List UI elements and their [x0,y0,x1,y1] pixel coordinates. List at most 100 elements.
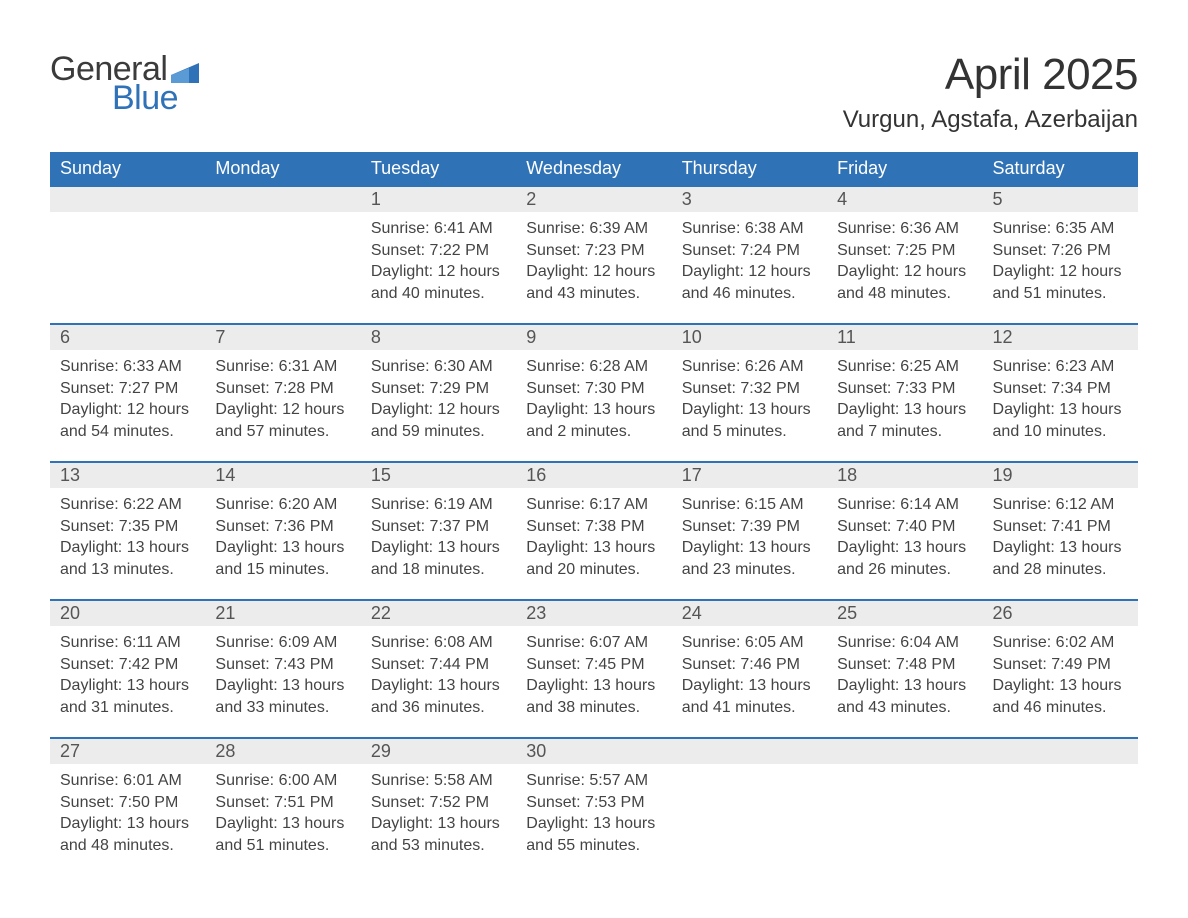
sunrise-text: Sunrise: 6:19 AM [371,494,506,516]
empty-cell [827,764,982,876]
daylight-text: Daylight: 13 hours and 13 minutes. [60,537,195,580]
day-cell: Sunrise: 6:30 AMSunset: 7:29 PMDaylight:… [361,350,516,462]
sunset-text: Sunset: 7:49 PM [993,654,1128,676]
sunrise-text: Sunrise: 6:26 AM [682,356,817,378]
day-number: 12 [983,324,1138,350]
sunset-text: Sunset: 7:39 PM [682,516,817,538]
week-content-row: Sunrise: 6:11 AMSunset: 7:42 PMDaylight:… [50,626,1138,738]
sunrise-text: Sunrise: 6:28 AM [526,356,661,378]
empty-cell [205,212,360,324]
day-cell: Sunrise: 5:57 AMSunset: 7:53 PMDaylight:… [516,764,671,876]
sunset-text: Sunset: 7:43 PM [215,654,350,676]
day-cell: Sunrise: 6:07 AMSunset: 7:45 PMDaylight:… [516,626,671,738]
sunrise-text: Sunrise: 6:09 AM [215,632,350,654]
day-cell: Sunrise: 6:09 AMSunset: 7:43 PMDaylight:… [205,626,360,738]
sunrise-text: Sunrise: 6:00 AM [215,770,350,792]
daylight-text: Daylight: 13 hours and 28 minutes. [993,537,1128,580]
sunrise-text: Sunrise: 6:22 AM [60,494,195,516]
daylight-text: Daylight: 13 hours and 33 minutes. [215,675,350,718]
sunset-text: Sunset: 7:50 PM [60,792,195,814]
daylight-text: Daylight: 13 hours and 26 minutes. [837,537,972,580]
day-cell: Sunrise: 6:22 AMSunset: 7:35 PMDaylight:… [50,488,205,600]
day-cell: Sunrise: 6:35 AMSunset: 7:26 PMDaylight:… [983,212,1138,324]
day-cell: Sunrise: 6:12 AMSunset: 7:41 PMDaylight:… [983,488,1138,600]
day-number: 7 [205,324,360,350]
month-title: April 2025 [843,50,1138,100]
sunrise-text: Sunrise: 6:12 AM [993,494,1128,516]
daylight-text: Daylight: 13 hours and 10 minutes. [993,399,1128,442]
daylight-text: Daylight: 12 hours and 57 minutes. [215,399,350,442]
sunrise-text: Sunrise: 6:15 AM [682,494,817,516]
sunrise-text: Sunrise: 6:07 AM [526,632,661,654]
day-cell: Sunrise: 6:04 AMSunset: 7:48 PMDaylight:… [827,626,982,738]
daylight-text: Daylight: 13 hours and 48 minutes. [60,813,195,856]
daylight-text: Daylight: 13 hours and 18 minutes. [371,537,506,580]
sunset-text: Sunset: 7:40 PM [837,516,972,538]
day-cell: Sunrise: 6:15 AMSunset: 7:39 PMDaylight:… [672,488,827,600]
day-cell: Sunrise: 6:14 AMSunset: 7:40 PMDaylight:… [827,488,982,600]
sunset-text: Sunset: 7:29 PM [371,378,506,400]
sunset-text: Sunset: 7:26 PM [993,240,1128,262]
day-number: 8 [361,324,516,350]
weekday-header: Thursday [672,152,827,186]
sunrise-text: Sunrise: 6:17 AM [526,494,661,516]
daylight-text: Daylight: 13 hours and 36 minutes. [371,675,506,718]
day-number: 30 [516,738,671,764]
day-number: 15 [361,462,516,488]
daylight-text: Daylight: 13 hours and 55 minutes. [526,813,661,856]
sunset-text: Sunset: 7:36 PM [215,516,350,538]
sunrise-text: Sunrise: 6:02 AM [993,632,1128,654]
sunset-text: Sunset: 7:30 PM [526,378,661,400]
day-cell: Sunrise: 6:08 AMSunset: 7:44 PMDaylight:… [361,626,516,738]
day-cell: Sunrise: 6:31 AMSunset: 7:28 PMDaylight:… [205,350,360,462]
week-daynum-row: 6789101112 [50,324,1138,350]
day-number: 28 [205,738,360,764]
sunset-text: Sunset: 7:22 PM [371,240,506,262]
sunset-text: Sunset: 7:25 PM [837,240,972,262]
location-subtitle: Vurgun, Agstafa, Azerbaijan [843,106,1138,134]
day-number: 24 [672,600,827,626]
day-cell: Sunrise: 6:01 AMSunset: 7:50 PMDaylight:… [50,764,205,876]
empty-cell [50,186,205,212]
day-cell: Sunrise: 6:17 AMSunset: 7:38 PMDaylight:… [516,488,671,600]
daylight-text: Daylight: 12 hours and 40 minutes. [371,261,506,304]
sunrise-text: Sunrise: 5:57 AM [526,770,661,792]
sunrise-text: Sunrise: 6:35 AM [993,218,1128,240]
sunset-text: Sunset: 7:23 PM [526,240,661,262]
day-number: 29 [361,738,516,764]
day-cell: Sunrise: 6:28 AMSunset: 7:30 PMDaylight:… [516,350,671,462]
weekday-header-row: Sunday Monday Tuesday Wednesday Thursday… [50,152,1138,186]
sunset-text: Sunset: 7:38 PM [526,516,661,538]
day-number: 5 [983,186,1138,212]
day-cell: Sunrise: 6:36 AMSunset: 7:25 PMDaylight:… [827,212,982,324]
sunset-text: Sunset: 7:53 PM [526,792,661,814]
weekday-header: Wednesday [516,152,671,186]
day-number: 20 [50,600,205,626]
week-daynum-row: 13141516171819 [50,462,1138,488]
day-number: 16 [516,462,671,488]
day-number: 1 [361,186,516,212]
daylight-text: Daylight: 13 hours and 5 minutes. [682,399,817,442]
calendar-body: 12345Sunrise: 6:41 AMSunset: 7:22 PMDayl… [50,186,1138,876]
week-daynum-row: 20212223242526 [50,600,1138,626]
sunset-text: Sunset: 7:51 PM [215,792,350,814]
weekday-header: Sunday [50,152,205,186]
day-cell: Sunrise: 6:23 AMSunset: 7:34 PMDaylight:… [983,350,1138,462]
sunset-text: Sunset: 7:45 PM [526,654,661,676]
sunrise-text: Sunrise: 5:58 AM [371,770,506,792]
sunrise-text: Sunrise: 6:14 AM [837,494,972,516]
title-block: April 2025 Vurgun, Agstafa, Azerbaijan [843,50,1138,134]
daylight-text: Daylight: 12 hours and 46 minutes. [682,261,817,304]
day-cell: Sunrise: 6:25 AMSunset: 7:33 PMDaylight:… [827,350,982,462]
day-number: 10 [672,324,827,350]
weekday-header: Saturday [983,152,1138,186]
daylight-text: Daylight: 13 hours and 7 minutes. [837,399,972,442]
sunrise-text: Sunrise: 6:23 AM [993,356,1128,378]
empty-cell [205,186,360,212]
day-cell: Sunrise: 6:11 AMSunset: 7:42 PMDaylight:… [50,626,205,738]
sunrise-text: Sunrise: 6:38 AM [682,218,817,240]
daylight-text: Daylight: 13 hours and 53 minutes. [371,813,506,856]
sunrise-text: Sunrise: 6:08 AM [371,632,506,654]
sunset-text: Sunset: 7:37 PM [371,516,506,538]
empty-cell [983,764,1138,876]
